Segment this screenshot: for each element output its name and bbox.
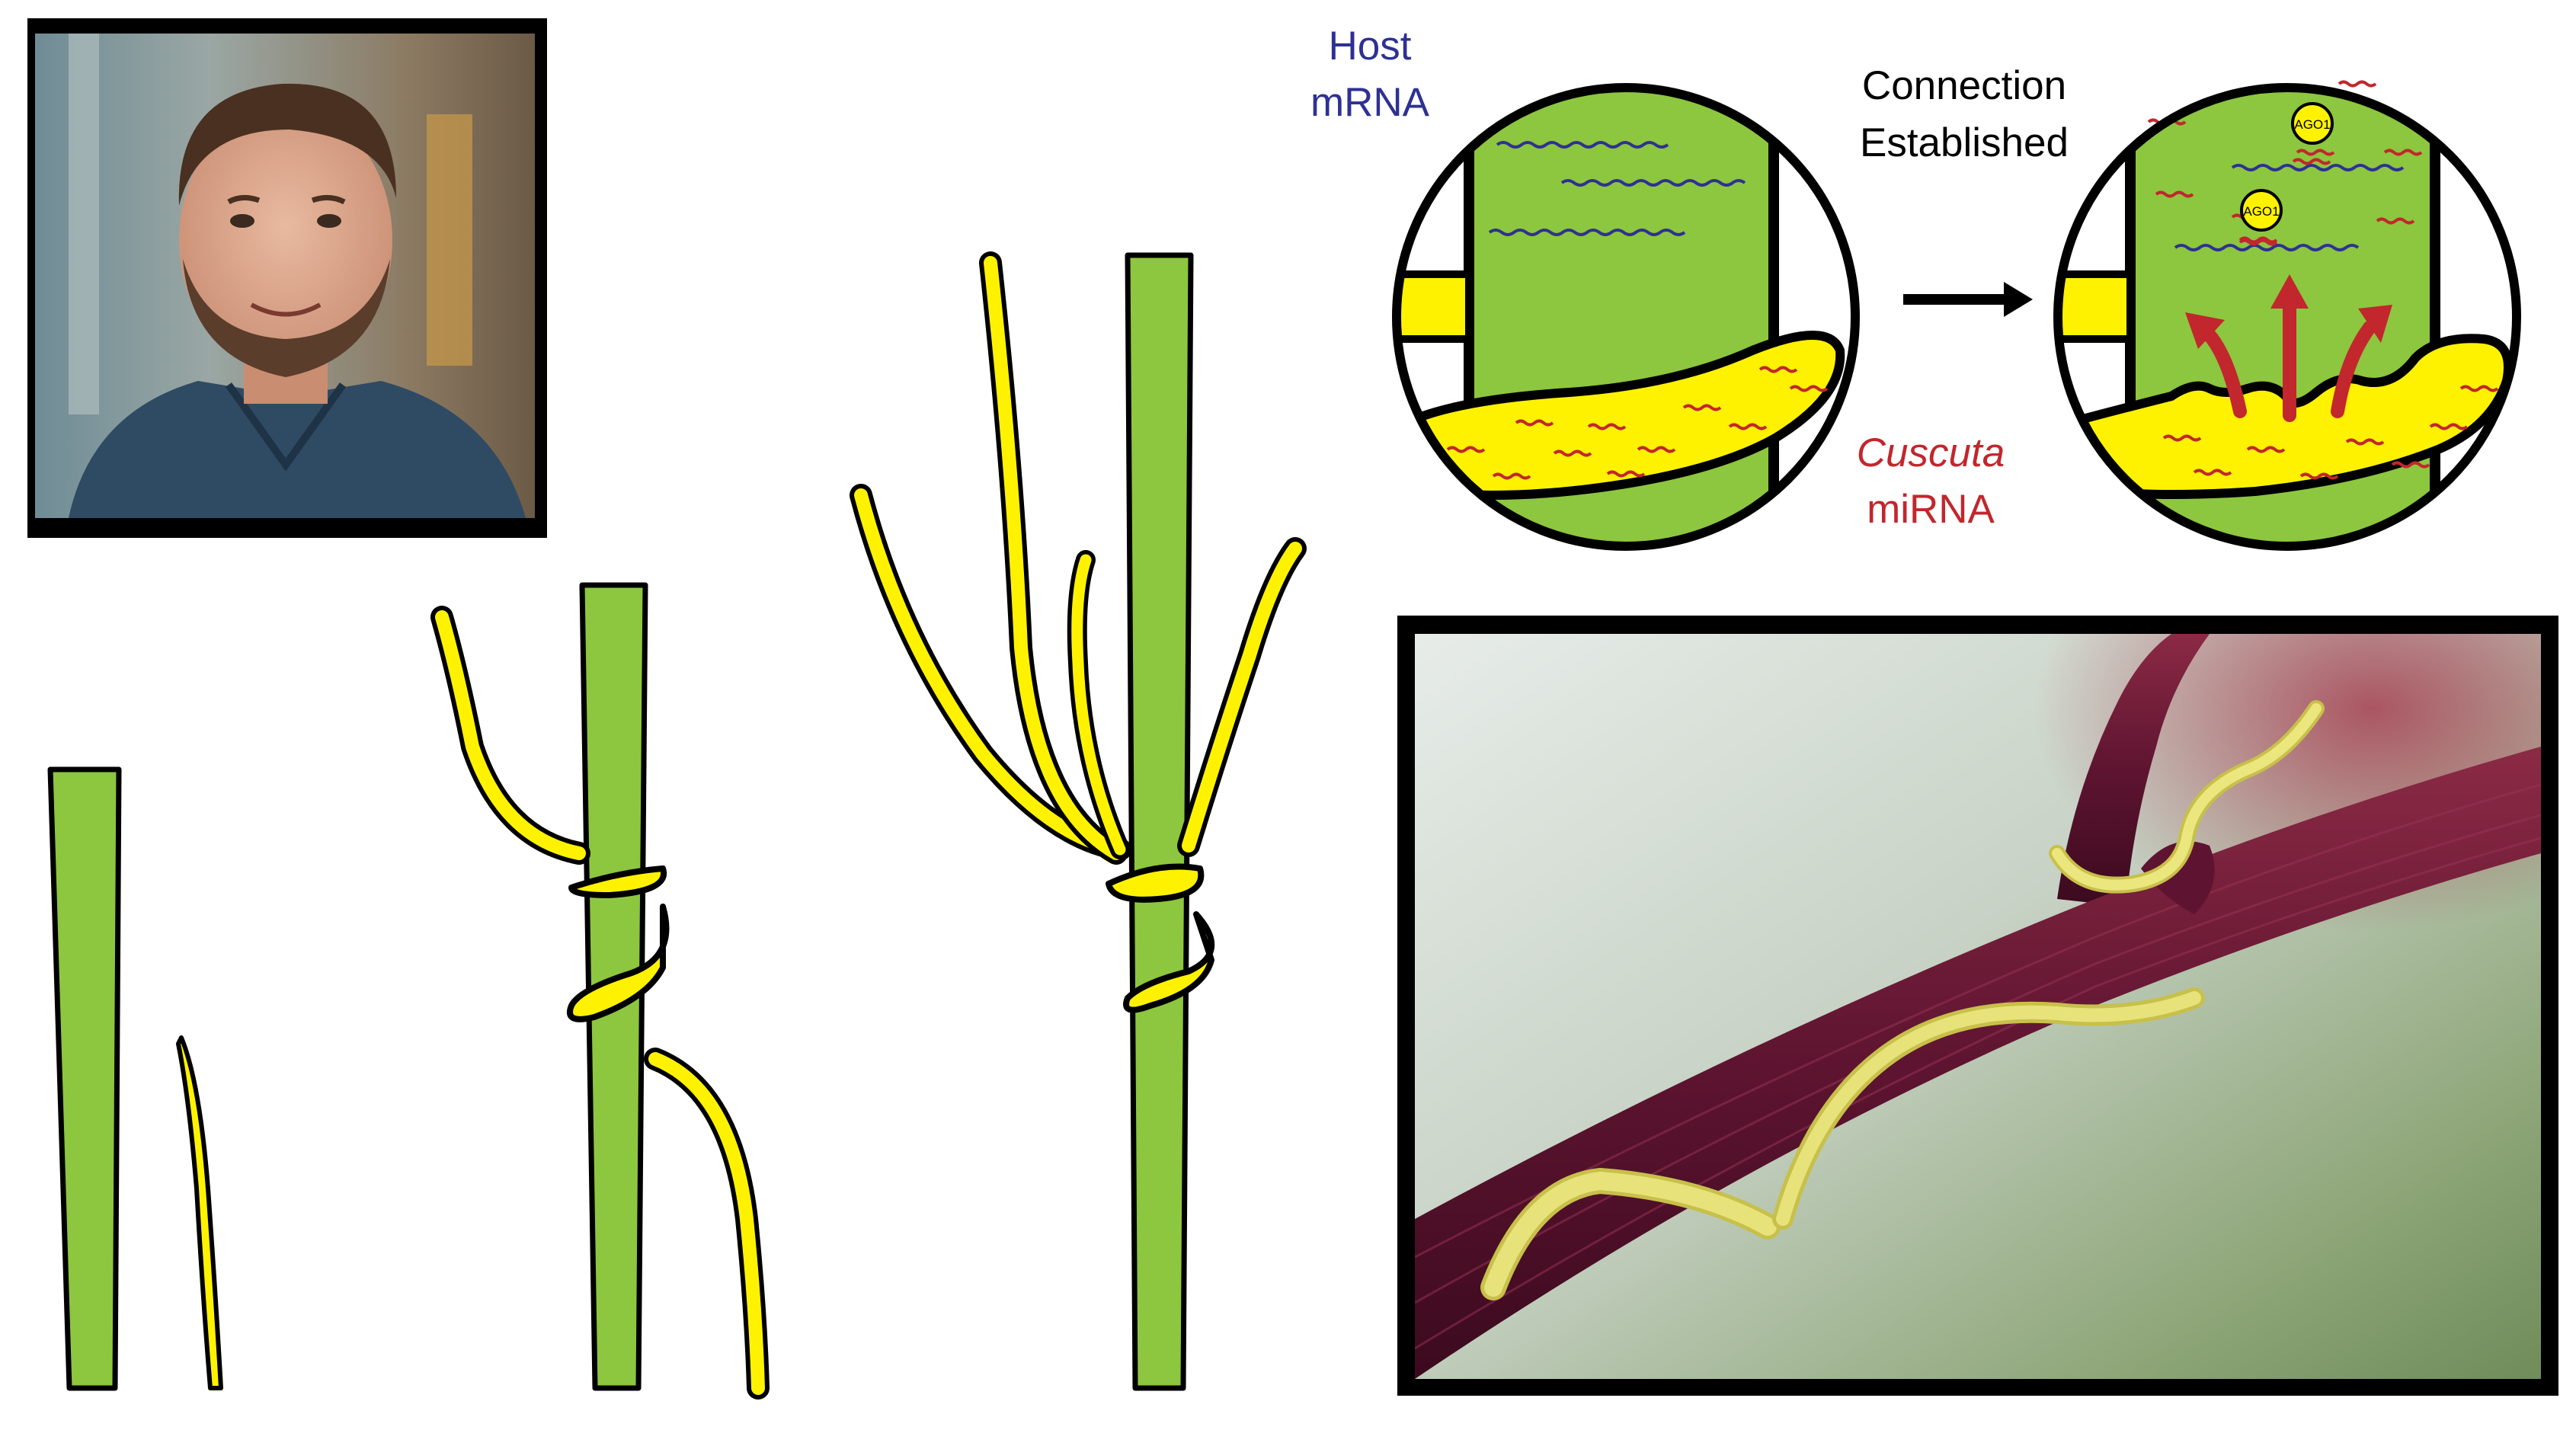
cuscuta-mirna-label-line1: Cuscuta	[1857, 430, 2005, 475]
zoom-circle-after: AGO1 AGO1	[2053, 80, 2521, 551]
free-mirna-after	[2147, 80, 2499, 480]
stage-2-cuscuta-tendril	[430, 606, 770, 1400]
stage-3-cuscuta-branches	[850, 251, 1307, 1013]
ago1-complex-lower: AGO1	[2238, 189, 2283, 246]
stage-1-cuscuta-seedling	[176, 1035, 223, 1390]
ago1-complex-upper: AGO1	[2291, 102, 2334, 165]
connection-label-line2: Established	[1860, 120, 2069, 165]
host-mrna-label-line1: Host	[1329, 24, 1412, 69]
mirna-transfer-arrows	[2203, 298, 2376, 422]
stage-1-host-stem	[47, 766, 122, 1391]
host-mrna-label-line2: mRNA	[1310, 80, 1430, 125]
transition-arrow	[1903, 282, 2033, 317]
connection-label-line1: Connection	[1862, 63, 2066, 108]
ago1-label-lower: AGO1	[2243, 204, 2279, 219]
stage-3-host-stem	[1125, 252, 1194, 1391]
mirna-in-haustorium	[1446, 366, 1829, 480]
ago1-label-upper: AGO1	[2294, 117, 2330, 132]
cuscuta-macro-photo	[1397, 616, 2558, 1396]
haustorium-before	[1397, 331, 1845, 500]
host-mrna-strands-after	[2174, 164, 2405, 251]
portrait-photo	[27, 18, 547, 538]
cuscuta-mirna-label-line2: miRNA	[1867, 487, 1995, 532]
zoom-circle-before	[1392, 83, 1860, 551]
host-mrna-strands	[1488, 141, 1746, 236]
